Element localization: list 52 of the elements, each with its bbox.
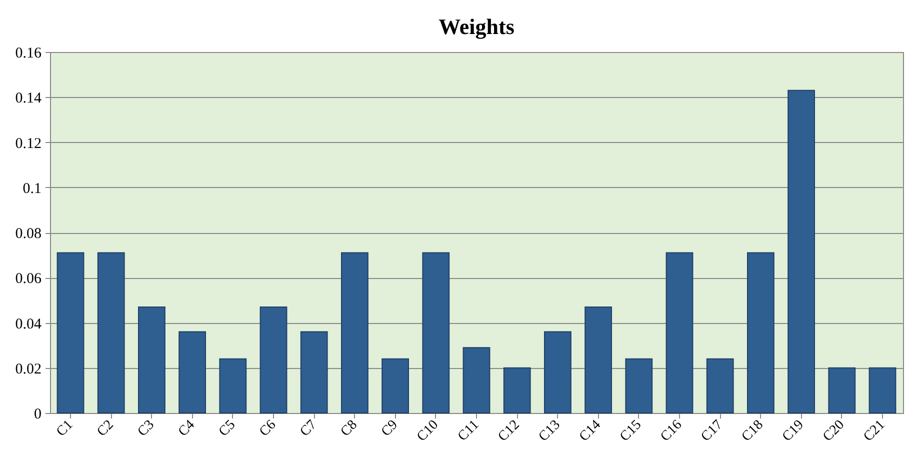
x-tick-label: C14 bbox=[576, 418, 604, 445]
x-tick-label: C7 bbox=[298, 418, 320, 440]
x-tick-label: C18 bbox=[739, 418, 766, 445]
bar bbox=[544, 331, 572, 414]
x-tick-label: C2 bbox=[94, 418, 117, 440]
bar bbox=[462, 347, 490, 414]
y-tick-label: 0.1 bbox=[22, 180, 42, 197]
x-tick-label: C19 bbox=[780, 418, 807, 445]
x-tick-label: C17 bbox=[698, 418, 726, 445]
x-tick-label: C5 bbox=[216, 418, 239, 440]
bar bbox=[422, 252, 450, 414]
bar bbox=[706, 358, 734, 414]
x-tick-label: C20 bbox=[820, 418, 848, 445]
bar bbox=[747, 252, 774, 414]
x-tick-label: C4 bbox=[176, 418, 198, 440]
bar bbox=[138, 306, 166, 414]
bar bbox=[56, 252, 84, 414]
y-tick-label: 0.02 bbox=[15, 361, 42, 378]
x-tick-label: C3 bbox=[135, 418, 158, 440]
x-tick-label: C15 bbox=[617, 418, 645, 445]
bar bbox=[219, 358, 247, 414]
bar bbox=[300, 331, 328, 414]
y-tick-label: 0.06 bbox=[15, 271, 42, 288]
bar bbox=[625, 358, 653, 414]
y-tick-label: 0.08 bbox=[15, 226, 42, 242]
bar bbox=[503, 367, 531, 414]
x-tick-label: C11 bbox=[455, 418, 482, 444]
x-tick-label: C16 bbox=[658, 418, 686, 445]
bar bbox=[382, 358, 409, 414]
bar bbox=[666, 252, 694, 414]
x-tick-label: C8 bbox=[338, 418, 360, 440]
bar bbox=[788, 90, 815, 414]
bar bbox=[868, 367, 896, 414]
bar bbox=[584, 306, 612, 414]
x-tick-label: C6 bbox=[256, 418, 280, 440]
x-tick-label: C21 bbox=[861, 418, 888, 445]
y-tick-label: 0.14 bbox=[15, 90, 42, 107]
bar bbox=[341, 252, 368, 414]
bar bbox=[97, 252, 125, 414]
chart-title: Weights bbox=[438, 14, 515, 39]
x-tick-label: C10 bbox=[414, 418, 442, 445]
y-tick-label: 0.12 bbox=[15, 136, 42, 152]
x-tick-label: C1 bbox=[54, 418, 76, 440]
y-tick-label: 0.04 bbox=[15, 316, 42, 332]
bar bbox=[828, 367, 856, 414]
bar bbox=[178, 331, 206, 414]
y-tick-label: 0.16 bbox=[15, 46, 42, 62]
x-tick-label: C13 bbox=[536, 418, 564, 445]
x-tick-label: C9 bbox=[378, 418, 401, 440]
y-tick-label: 0 bbox=[34, 406, 42, 422]
x-tick-label: C12 bbox=[496, 418, 523, 445]
bar bbox=[260, 306, 288, 414]
